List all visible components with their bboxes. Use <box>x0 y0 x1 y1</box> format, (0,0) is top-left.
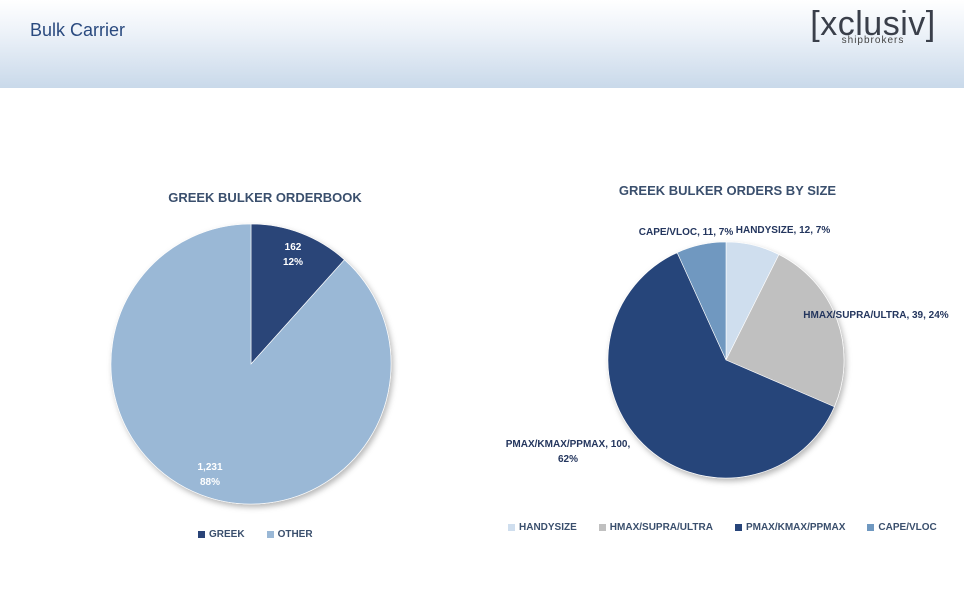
orderbook-chart-title: GREEK BULKER ORDERBOOK <box>168 190 362 205</box>
orders-by-size-legend-swatch-cape-vloc <box>867 524 875 531</box>
orderbook-slice-greek <box>250 223 345 365</box>
orders-by-size-label-handysize: HANDYSIZE, 12, 7% <box>736 225 831 236</box>
orderbook-legend-label-other: OTHER <box>277 529 313 540</box>
orderbook-legend-swatch-greek <box>198 531 205 538</box>
xclusiv-logo: [xclusiv] shipbrokers <box>808 4 938 48</box>
orders-by-size-legend-item-pmax-kmax-ppmax: PMAX/KMAX/PPMAX <box>734 522 846 533</box>
orderbook-label-greek-value: 162 <box>285 242 302 253</box>
orderbook-slice-other <box>110 223 392 505</box>
orders-by-size-legend-swatch-hmax-supra-ultra <box>598 524 606 531</box>
orders-by-size-legend-swatch-pmax-kmax-ppmax <box>734 524 742 531</box>
orders-by-size-label-hmax: HMAX/SUPRA/ULTRA, 39, 24% <box>803 310 949 321</box>
orderbook-legend: GREEK OTHER <box>198 529 335 540</box>
orders-by-size-slice-cape-vloc <box>676 241 727 361</box>
logo-subtitle: shipbrokers <box>841 35 905 46</box>
page-title: Bulk Carrier <box>30 20 126 40</box>
logo-wordmark: [xclusiv] <box>810 5 936 43</box>
orders-by-size-legend-item-handysize: HANDYSIZE <box>508 522 577 533</box>
orders-by-size-legend-item-cape-vloc: CAPE/VLOC <box>867 522 937 533</box>
orders-by-size-label-cape: CAPE/VLOC, 11, 7% <box>639 227 734 238</box>
orderbook-legend-item-other: OTHER <box>266 529 313 540</box>
orders-by-size-slice-pmax-kmax-ppmax <box>607 252 835 479</box>
orderbook-legend-label-greek: GREEK <box>209 529 245 540</box>
orders-by-size-legend-label-hmax-supra-ultra: HMAX/SUPRA/ULTRA <box>609 522 713 533</box>
orderbook-legend-item-greek: GREEK <box>198 529 245 540</box>
orders-by-size-legend: HANDYSIZE HMAX/SUPRA/ULTRA PMAX/KMAX/PPMAX… <box>508 522 959 533</box>
orders-by-size-label-pmax-line1: PMAX/KMAX/PPMAX, 100, <box>506 439 631 450</box>
header-banner: Bulk Carrier [xclusiv] shipbrokers <box>0 0 964 88</box>
orders-by-size-chart-title: GREEK BULKER ORDERS BY SIZE <box>618 183 837 198</box>
orderbook-pie <box>110 223 392 505</box>
orders-by-size-legend-label-cape-vloc: CAPE/VLOC <box>878 522 937 533</box>
orders-by-size-legend-item-hmax-supra-ultra: HMAX/SUPRA/ULTRA <box>598 522 713 533</box>
orders-by-size-legend-label-pmax-kmax-ppmax: PMAX/KMAX/PPMAX <box>745 522 846 533</box>
orderbook-legend-swatch-other <box>266 531 274 538</box>
orders-by-size-legend-swatch-handysize <box>508 524 515 531</box>
orderbook-label-other-pct: 88% <box>200 477 220 488</box>
orders-by-size-pie <box>607 241 845 479</box>
orders-by-size-legend-label-handysize: HANDYSIZE <box>519 522 577 533</box>
orderbook-label-other-value: 1,231 <box>197 462 222 473</box>
orders-by-size-slice-hmax-supra-ultra <box>725 254 845 408</box>
orderbook-label-greek-pct: 12% <box>283 257 303 268</box>
orders-by-size-label-pmax-line2: 62% <box>558 454 578 465</box>
